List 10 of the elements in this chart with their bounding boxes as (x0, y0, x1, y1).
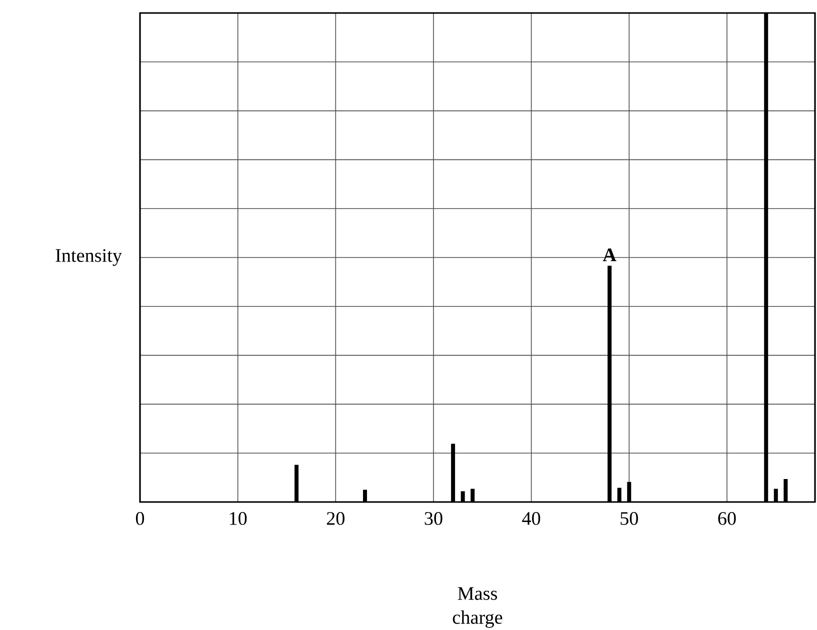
x-tick-label: 40 (522, 512, 540, 525)
x-tick-label: 20 (326, 512, 344, 525)
annotation: A (602, 248, 616, 262)
x-tick-label: 50 (620, 512, 638, 525)
x-tick-label: 0 (136, 512, 144, 525)
x-tick-label: 10 (230, 512, 247, 525)
x-tick-label: 60 (718, 512, 736, 525)
y-axis-title: Intensity (56, 249, 122, 266)
x-tick-label: 30 (424, 512, 442, 525)
x-axis-title: Mass charge (452, 587, 502, 628)
